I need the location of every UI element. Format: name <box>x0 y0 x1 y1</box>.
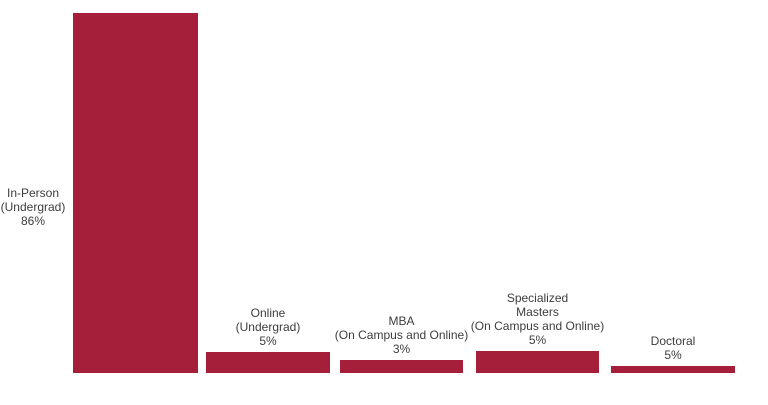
bar-label-online-undergrad: Online (Undergrad) 5% <box>235 306 301 348</box>
bar-label-mba: MBA (On Campus and Online) 3% <box>334 314 469 356</box>
bar-in-person-undergrad <box>73 13 198 373</box>
bar-label-in-person-undergrad: In-Person (Undergrad) 86% <box>0 186 66 228</box>
bar-doctoral <box>611 366 735 373</box>
bar-mba <box>340 360 463 373</box>
bar-label-specialized-masters: Specialized Masters (On Campus and Onlin… <box>470 291 605 347</box>
bar-online-undergrad <box>206 352 330 373</box>
bar-specialized-masters <box>476 351 599 373</box>
bar-label-doctoral: Doctoral 5% <box>650 334 696 362</box>
